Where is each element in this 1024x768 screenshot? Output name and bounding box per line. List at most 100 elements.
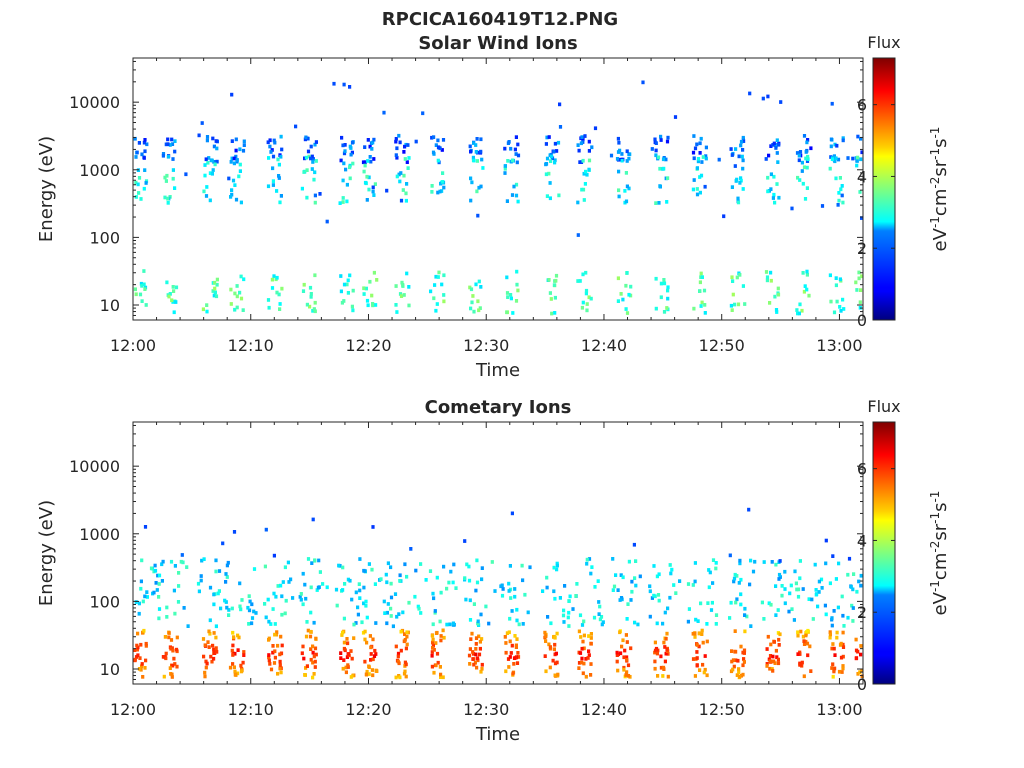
heatmap-cell	[207, 156, 211, 160]
heatmap-cell	[313, 309, 317, 314]
heatmap-cell	[468, 647, 472, 651]
heatmap-cell	[722, 214, 726, 219]
heatmap-cell	[205, 138, 209, 143]
heatmap-cell	[339, 274, 343, 278]
heatmap-cell	[627, 292, 631, 297]
heatmap-cell	[274, 632, 279, 637]
heatmap-cell	[555, 567, 559, 572]
heatmap-cell	[357, 582, 361, 586]
heatmap-cell	[553, 141, 557, 146]
heatmap-cell	[674, 591, 678, 595]
heatmap-cell	[576, 279, 580, 283]
heatmap-cell	[597, 612, 601, 616]
heatmap-cell	[235, 294, 239, 299]
heatmap-cell	[398, 292, 403, 296]
heatmap-cell	[302, 656, 306, 661]
heatmap-cell	[432, 648, 436, 652]
heatmap-cell	[509, 146, 513, 151]
x-tick-label: 12:00	[110, 336, 156, 355]
heatmap-cell	[511, 158, 515, 163]
heatmap-cell	[802, 165, 807, 170]
heatmap-cell	[735, 275, 739, 280]
heatmap-cell	[801, 181, 805, 186]
heatmap-cell	[687, 607, 691, 611]
heatmap-cell	[654, 201, 658, 205]
heatmap-cell	[544, 639, 548, 643]
heatmap-cell	[279, 194, 283, 198]
heatmap-cell	[558, 125, 563, 129]
heatmap-cell	[184, 172, 188, 177]
heatmap-cell	[271, 607, 275, 611]
heatmap-cell	[394, 303, 398, 307]
heatmap-cell	[363, 569, 367, 573]
heatmap-cell	[513, 594, 517, 599]
heatmap-cell	[737, 154, 741, 159]
heatmap-cell	[505, 199, 509, 203]
heatmap-cell	[280, 594, 284, 599]
heatmap-cell	[828, 273, 832, 278]
heatmap-cell	[472, 309, 476, 314]
heatmap-cell	[144, 644, 148, 648]
heatmap-cell	[512, 184, 516, 189]
heatmap-cell	[580, 656, 584, 661]
heatmap-cell	[291, 596, 295, 600]
heatmap-cell	[371, 185, 375, 190]
heatmap-cell	[553, 596, 557, 601]
heatmap-cell	[584, 288, 589, 293]
heatmap-cell	[739, 602, 743, 607]
heatmap-cell	[703, 654, 707, 658]
heatmap-cell	[432, 670, 436, 675]
heatmap-cell	[814, 588, 818, 592]
heatmap-cell	[766, 189, 770, 194]
heatmap-cell	[788, 591, 792, 596]
heatmap-cell	[306, 628, 310, 633]
heatmap-cell	[806, 628, 810, 633]
heatmap-cell	[664, 157, 668, 162]
heatmap-cell	[170, 142, 175, 146]
heatmap-cell	[318, 192, 322, 196]
heatmap-cell	[809, 146, 813, 151]
heatmap-cell	[276, 643, 280, 648]
heatmap-cell	[738, 273, 742, 277]
heatmap-cell	[577, 666, 581, 670]
heatmap-cell	[368, 155, 372, 159]
heatmap-cell	[214, 624, 218, 629]
heatmap-cell	[584, 674, 588, 679]
heatmap-cell	[405, 160, 409, 164]
heatmap-cell	[802, 134, 807, 138]
heatmap-cell	[802, 642, 807, 646]
heatmap-cell	[695, 663, 699, 667]
heatmap-cell	[695, 643, 699, 647]
heatmap-cell	[834, 156, 838, 161]
heatmap-cell	[372, 270, 376, 275]
heatmap-cell	[765, 662, 769, 666]
heatmap-cell	[365, 669, 369, 674]
heatmap-cell	[589, 673, 593, 677]
heatmap-cell	[197, 133, 201, 138]
heatmap-cell	[225, 563, 229, 568]
heatmap-cell	[618, 148, 622, 153]
heatmap-cell	[731, 292, 735, 297]
heatmap-cell	[580, 646, 584, 651]
heatmap-cell	[236, 648, 240, 652]
heatmap-cell	[544, 162, 548, 167]
heatmap-cell	[398, 140, 402, 145]
heatmap-cell	[855, 163, 859, 168]
heatmap-cell	[769, 278, 773, 283]
colorbar-tick-label: 2	[857, 239, 867, 258]
heatmap-cell	[732, 576, 737, 581]
heatmap-cell	[700, 275, 704, 279]
colorbar-unit-label: eV-1cm-2sr-1s-1	[928, 491, 951, 616]
heatmap-cell	[325, 585, 329, 590]
heatmap-cell	[309, 629, 313, 634]
heatmap-cell	[403, 632, 407, 636]
heatmap-cell	[714, 561, 718, 565]
y-tick-label: 10	[100, 296, 120, 315]
heatmap-cell	[171, 176, 175, 181]
heatmap-cell	[731, 279, 735, 283]
heatmap-cell	[137, 601, 141, 606]
heatmap-cell	[665, 631, 669, 636]
heatmap-cell	[831, 662, 835, 667]
heatmap-cell	[510, 511, 514, 516]
